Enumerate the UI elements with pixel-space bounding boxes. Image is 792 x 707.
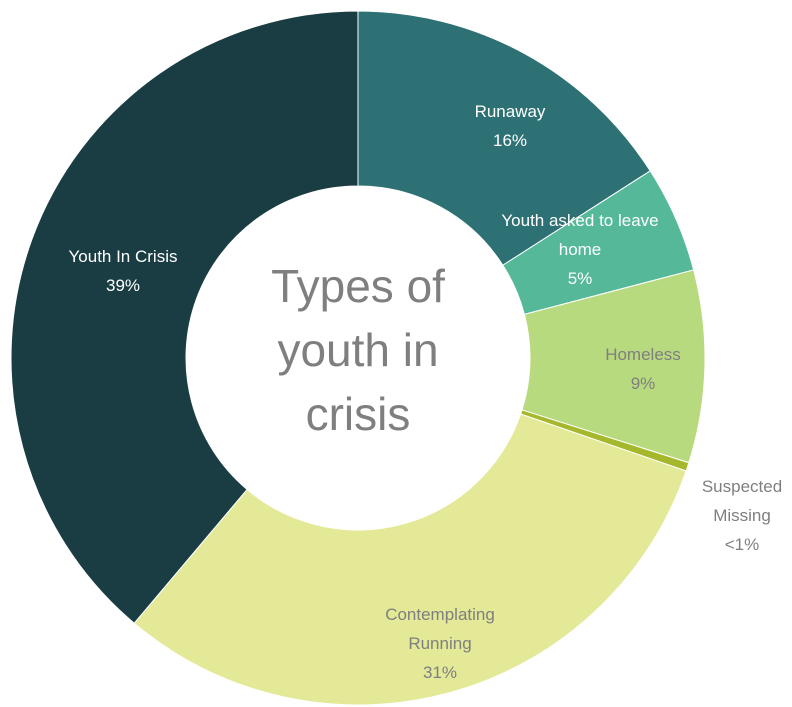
slice-name-label: Running (408, 634, 471, 653)
slice-label-contemplating-running: Contemplating Running 31% (385, 605, 495, 682)
slice-value-label: 5% (568, 269, 593, 288)
slice-name-label: home (559, 240, 602, 259)
slice-label-suspected-missing: Suspected Missing <1% (702, 477, 782, 554)
chart-title-line-2: youth in (277, 324, 438, 376)
slice-name-label: Contemplating (385, 605, 495, 624)
slice-name-label: Youth asked to leave (501, 211, 658, 230)
donut-hole (186, 186, 530, 530)
slice-label-youth-in-crisis: Youth In Crisis 39% (69, 247, 178, 295)
slice-value-label: <1% (725, 535, 760, 554)
slice-value-label: 39% (106, 276, 140, 295)
slice-name-label: Missing (713, 506, 771, 525)
donut-slices (10, 10, 706, 706)
slice-label-youth-asked-to-leave-home: Youth asked to leave home 5% (501, 211, 658, 288)
slice-label-homeless: Homeless 9% (605, 345, 681, 393)
chart-title-line-3: crisis (306, 388, 411, 440)
slice-name-label: Runaway (475, 102, 546, 121)
slice-name-label: Youth In Crisis (69, 247, 178, 266)
slice-name-label: Homeless (605, 345, 681, 364)
slice-name-label: Suspected (702, 477, 782, 496)
slice-value-label: 9% (631, 374, 656, 393)
slice-labels: Runaway 16% Youth asked to leave home 5% Home… (69, 102, 783, 682)
chart-title-line-1: Types of (271, 260, 445, 312)
slice-value-label: 31% (423, 663, 457, 682)
slice-label-runaway: Runaway 16% (475, 102, 546, 150)
slice-value-label: 16% (493, 131, 527, 150)
